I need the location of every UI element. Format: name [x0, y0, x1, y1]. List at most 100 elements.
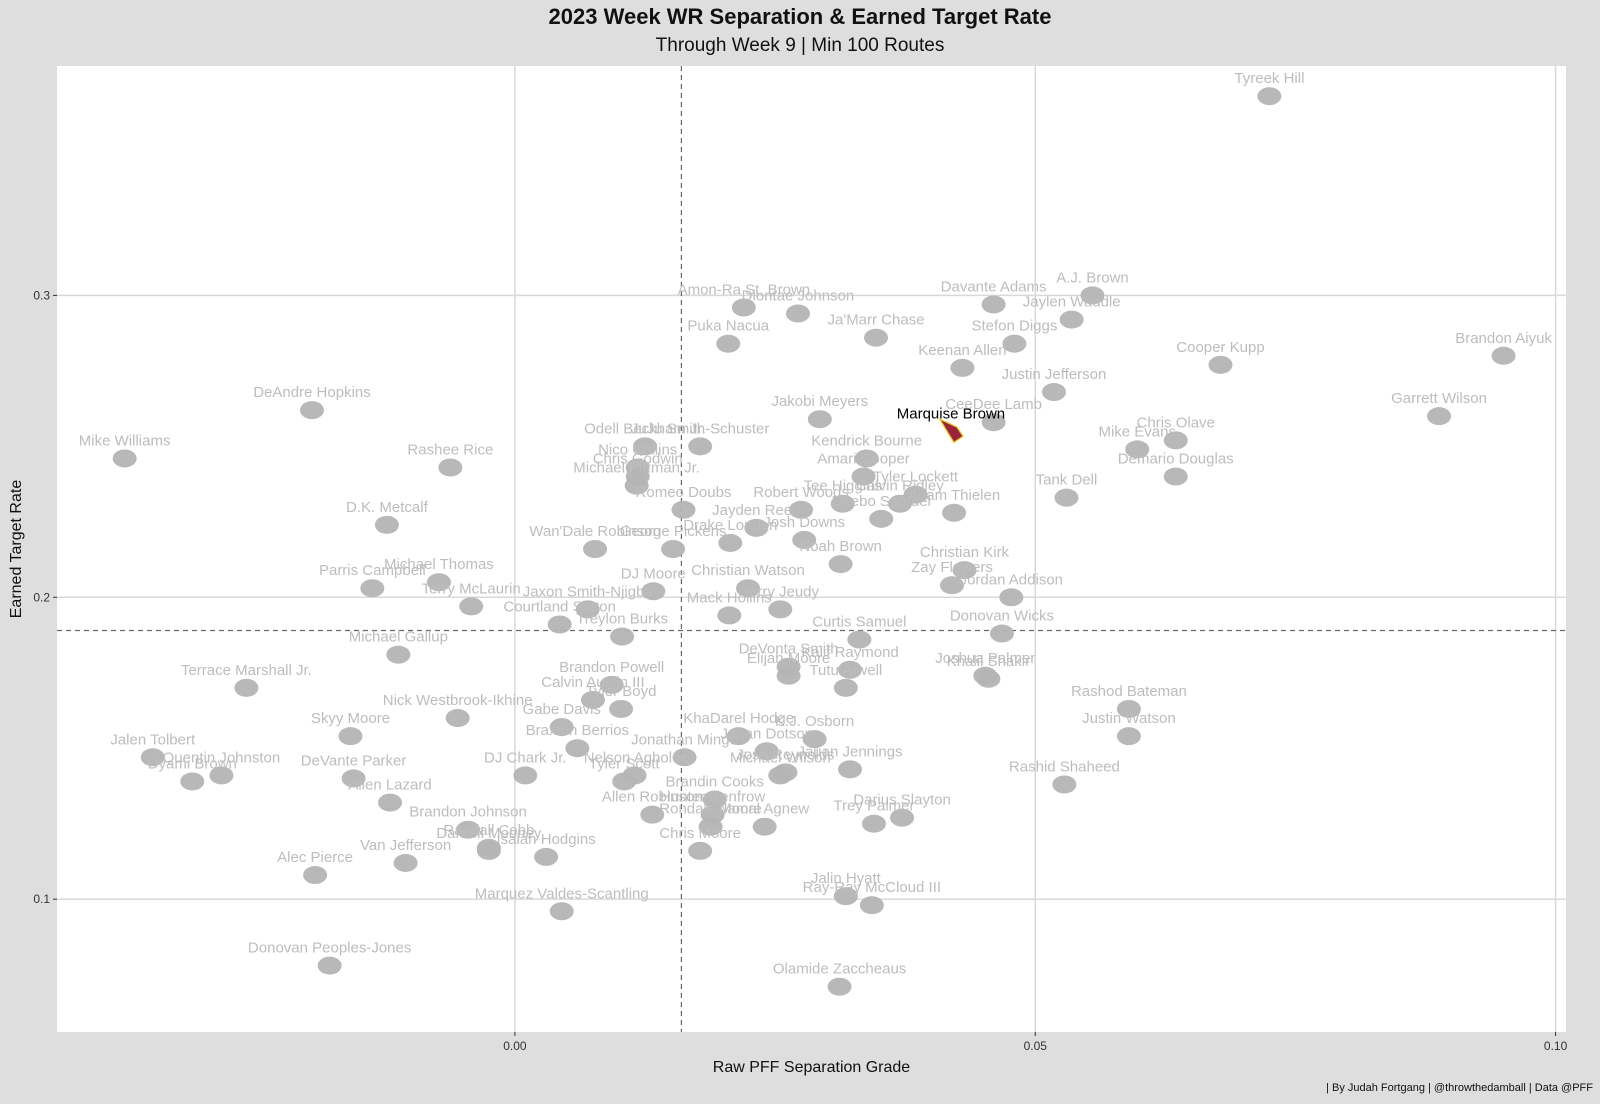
- point-chris-godwin: [625, 467, 650, 486]
- point-dj-chark-jr: [513, 766, 538, 785]
- label-gabe-davis: Gabe Davis: [523, 701, 601, 718]
- label-zay-flowers: Zay Flowers: [911, 559, 993, 576]
- label-brandin-cooks: Brandin Cooks: [666, 774, 764, 791]
- point-a-j-brown: [1080, 286, 1105, 305]
- label-cooper-kupp: Cooper Kupp: [1176, 339, 1264, 356]
- point-parris-campbell: [360, 579, 385, 598]
- label-michael-wilson: Michael Wilson: [730, 749, 831, 766]
- label-mike-williams: Mike Williams: [79, 432, 171, 449]
- point-jakobi-meyers: [807, 410, 832, 429]
- label-odell-beckham-jr: Odell Beckham Jr.: [584, 420, 706, 437]
- label-joshua-palmer: Joshua Palmer: [935, 650, 1035, 667]
- point-jayden-reed: [744, 518, 769, 537]
- x-tick-label-0: 0.00: [503, 1039, 527, 1053]
- label-amari-cooper: Amari Cooper: [817, 451, 910, 468]
- point-jalin-hyatt: [833, 887, 858, 906]
- point-donovan-peoples-jones: [317, 956, 342, 975]
- label-jaylen-waddle: Jaylen Waddle: [1023, 294, 1121, 311]
- label-skyy-moore: Skyy Moore: [311, 710, 390, 727]
- point-k-j-osborn: [802, 730, 827, 749]
- label-adam-thielen: Adam Thielen: [908, 487, 1000, 504]
- data-points: [112, 87, 1516, 996]
- point-ray-ray-mccloud-iii: [859, 896, 884, 915]
- point-rashod-bateman: [1116, 699, 1141, 718]
- point-tank-dell: [1054, 488, 1079, 507]
- label-jerry-jeudy: Jerry Jeudy: [742, 583, 820, 600]
- label-allen-robinson: Allen Robinson: [602, 789, 703, 806]
- point-christian-watson: [736, 579, 761, 598]
- point-diontae-johnson: [785, 304, 810, 323]
- label-justin-watson: Justin Watson: [1082, 710, 1176, 727]
- label-noah-brown: Noah Brown: [799, 538, 882, 555]
- grid-lines: [57, 66, 1566, 1032]
- point-devante-parker: [341, 769, 366, 788]
- point-rashee-rice: [438, 458, 463, 477]
- point-rondale-moore: [698, 817, 723, 836]
- label-terry-mclaurin: Terry McLaurin: [422, 580, 521, 597]
- point-brandin-cooks: [702, 790, 727, 809]
- point-jerry-jeudy: [768, 600, 793, 619]
- y-tick-label-0: 0.1: [33, 892, 50, 906]
- label-olamide-zaccheaus: Olamide Zaccheaus: [773, 961, 906, 978]
- label-jaxon-smith-njigba: Jaxon Smith-Njigba: [523, 583, 654, 600]
- point-kendrick-bourne: [854, 449, 879, 468]
- label-devante-parker: DeVante Parker: [301, 752, 407, 769]
- point-justin-watson: [1116, 727, 1141, 746]
- label-christian-kirk: Christian Kirk: [920, 544, 1010, 561]
- point-tyler-boyd: [609, 699, 634, 718]
- label-donovan-wicks: Donovan Wicks: [950, 608, 1054, 625]
- point-michael-thomas: [426, 573, 451, 592]
- point-tyreek-hill: [1257, 87, 1282, 106]
- label-courtland-sutton: Courtland Sutton: [503, 598, 616, 615]
- point-jalen-tolbert: [140, 748, 165, 767]
- point-chris-moore: [688, 841, 713, 860]
- point-ja-marr-chase: [864, 328, 889, 347]
- label-romeo-doubs: Romeo Doubs: [636, 484, 732, 501]
- label-keenan-allen: Keenan Allen: [918, 342, 1006, 359]
- label-josh-reynolds: Josh Reynolds: [736, 746, 834, 763]
- point-juju-smith-schuster: [688, 437, 713, 456]
- point-mike-williams: [112, 449, 137, 468]
- label-rashid-shaheed: Rashid Shaheed: [1009, 758, 1120, 775]
- label-davante-adams: Davante Adams: [941, 278, 1047, 295]
- label-dj-chark-jr: DJ Chark Jr.: [484, 749, 567, 766]
- point-noah-brown: [828, 555, 853, 574]
- label-chris-godwin: Chris Godwin: [593, 451, 683, 468]
- label-stefon-diggs: Stefon Diggs: [971, 318, 1057, 335]
- chart-caption: | By Judah Fortgang | @throwthedamball |…: [1326, 1082, 1593, 1094]
- label-brandon-johnson: Brandon Johnson: [409, 804, 527, 821]
- label-terrace-marshall-jr: Terrace Marshall Jr.: [181, 662, 312, 679]
- x-tick-label-2: 0.10: [1544, 1039, 1568, 1053]
- label-jayden-reed: Jayden Reed: [712, 502, 800, 519]
- point-jordan-addison: [999, 588, 1024, 607]
- point-keenan-allen: [950, 358, 975, 377]
- label-kendrick-bourne: Kendrick Bourne: [811, 432, 922, 449]
- point-amari-cooper: [851, 467, 876, 486]
- point-mike-evans: [1125, 440, 1150, 459]
- point-olamide-zaccheaus: [827, 977, 852, 996]
- label-parris-campbell: Parris Campbell: [319, 562, 426, 579]
- label-george-pickens: George Pickens: [620, 523, 727, 540]
- label-jalen-tolbert: Jalen Tolbert: [110, 731, 196, 748]
- label-darius-slayton: Darius Slayton: [853, 792, 951, 809]
- point-josh-downs: [792, 530, 817, 549]
- label-rashee-rice: Rashee Rice: [407, 441, 493, 458]
- point-wan-dale-robinson: [583, 540, 608, 558]
- label-van-jefferson: Van Jefferson: [360, 837, 451, 854]
- label-michael-gallup: Michael Gallup: [349, 629, 448, 646]
- point-zay-flowers: [939, 576, 964, 595]
- point-dyami-brown: [180, 772, 205, 791]
- point-brandon-johnson: [456, 820, 481, 839]
- point-elijah-moore: [776, 666, 801, 685]
- point-drake-london: [718, 533, 743, 552]
- point-ceedee-lamb: [981, 413, 1006, 432]
- point-khadarel-hodge: [726, 727, 751, 746]
- point-allen-lazard: [378, 793, 403, 812]
- label-isaiah-hodgins: Isaiah Hodgins: [497, 831, 596, 848]
- label-tyler-lockett: Tyler Lockett: [873, 469, 959, 486]
- label-tee-higgins: Tee Higgins: [804, 478, 882, 495]
- label-jordan-addison: Jordan Addison: [960, 571, 1063, 588]
- point-odell-beckham-jr: [632, 437, 657, 456]
- point-jamal-agnew: [752, 817, 777, 836]
- point-d-k-metcalf: [374, 515, 399, 534]
